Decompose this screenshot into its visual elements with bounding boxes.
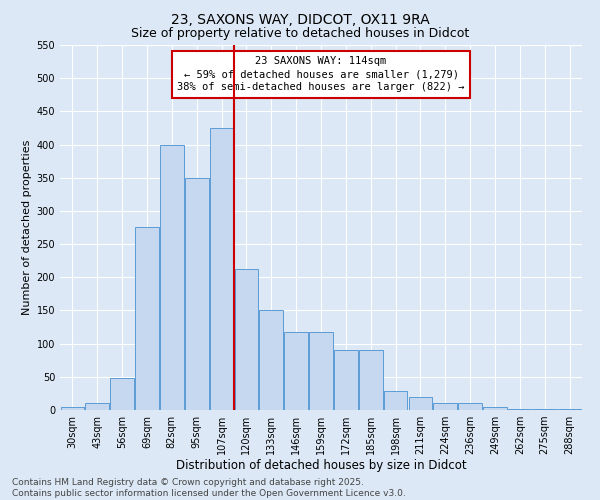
Bar [558, 408, 581, 410]
Bar [135, 228, 159, 410]
Bar [508, 408, 532, 410]
Bar [409, 396, 432, 410]
Bar [433, 404, 457, 410]
Bar [235, 268, 258, 410]
X-axis label: Distribution of detached houses by size in Didcot: Distribution of detached houses by size … [176, 458, 466, 471]
Bar [359, 350, 383, 410]
Bar [533, 408, 557, 410]
Text: Size of property relative to detached houses in Didcot: Size of property relative to detached ho… [131, 28, 469, 40]
Bar [210, 128, 233, 410]
Bar [85, 404, 109, 410]
Bar [384, 392, 407, 410]
Text: 23, SAXONS WAY, DIDCOT, OX11 9RA: 23, SAXONS WAY, DIDCOT, OX11 9RA [170, 12, 430, 26]
Bar [284, 332, 308, 410]
Text: Contains HM Land Registry data © Crown copyright and database right 2025.
Contai: Contains HM Land Registry data © Crown c… [12, 478, 406, 498]
Bar [110, 378, 134, 410]
Bar [185, 178, 209, 410]
Bar [259, 310, 283, 410]
Bar [483, 406, 507, 410]
Y-axis label: Number of detached properties: Number of detached properties [22, 140, 32, 315]
Bar [458, 404, 482, 410]
Bar [309, 332, 333, 410]
Bar [160, 144, 184, 410]
Bar [61, 406, 84, 410]
Bar [334, 350, 358, 410]
Text: 23 SAXONS WAY: 114sqm
← 59% of detached houses are smaller (1,279)
38% of semi-d: 23 SAXONS WAY: 114sqm ← 59% of detached … [177, 56, 465, 92]
